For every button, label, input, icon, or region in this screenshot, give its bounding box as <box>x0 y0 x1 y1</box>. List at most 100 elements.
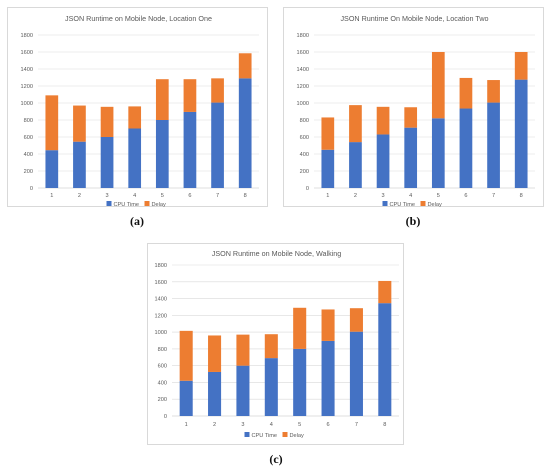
chart-3-y-tick-label: 1000 <box>155 330 167 336</box>
chart-1-x-tick-label: 4 <box>133 193 136 199</box>
chart-1-bar-cpu-time <box>128 128 142 188</box>
chart-2-x-tick-label: 8 <box>520 193 523 199</box>
chart-3-y-tick-label: 1800 <box>155 263 167 269</box>
chart-1-x-tick-label: 3 <box>106 193 109 199</box>
chart-2-x-tick-label: 5 <box>437 193 440 199</box>
chart-2-bar-delay <box>376 106 390 135</box>
chart-2-bar-cpu-time <box>376 134 390 188</box>
caption-c: (c) <box>269 452 283 466</box>
chart-3-bar-delay <box>349 308 363 332</box>
caption-a: (a) <box>130 214 144 228</box>
chart-1-bar-delay <box>211 78 224 103</box>
chart-1-y-tick-label: 400 <box>24 152 33 158</box>
chart-3-bar-delay <box>378 280 392 304</box>
chart-2-bar-cpu-time <box>431 118 445 188</box>
chart-1-y-tick-label: 1600 <box>21 50 33 56</box>
chart-2-y-tick-label: 1000 <box>297 101 309 107</box>
chart-2-bar-cpu-time <box>321 149 335 188</box>
chart-1-bar-delay <box>73 105 86 142</box>
chart-2-x-tick-label: 3 <box>382 193 385 199</box>
chart-3-x-tick-label: 2 <box>213 422 216 428</box>
chart-2-bar-cpu-time <box>514 79 528 188</box>
chart-2-y-tick-label: 1400 <box>297 67 309 73</box>
chart-3-x-tick-label: 1 <box>185 422 188 428</box>
chart-1-x-tick-label: 8 <box>244 193 247 199</box>
chart-1-x-tick-label: 1 <box>50 193 53 199</box>
chart-2-y-tick-label: 0 <box>306 186 309 192</box>
chart-1-y-tick-label: 600 <box>24 135 33 141</box>
chart-3-x-tick-label: 3 <box>241 422 244 428</box>
chart-2-bar-delay <box>321 117 335 150</box>
chart-2-bar-cpu-time <box>459 108 473 188</box>
chart-3-y-tick-label: 400 <box>158 380 167 386</box>
chart-1-y-tick-label: 1000 <box>21 101 33 107</box>
chart-2-bar-cpu-time <box>404 127 418 188</box>
chart-1-y-tick-label: 800 <box>24 118 33 124</box>
chart-1-bar-cpu-time <box>183 111 197 188</box>
chart-3-y-tick-label: 0 <box>164 414 167 420</box>
chart-1-bar-delay <box>155 79 169 120</box>
chart-walking-svg: JSON Runtime on Mobile Node, Walking 0 200… <box>155 249 399 439</box>
chart-2-x-tick-label: 6 <box>464 193 467 199</box>
chart-location-two: JSON Runtime On Mobile Node, Location Tw… <box>283 7 544 208</box>
chart-1-x-tick-label: 5 <box>161 193 164 199</box>
chart-1-x-tick-label: 6 <box>188 193 191 199</box>
chart-3-title: JSON Runtime on Mobile Node, Walking <box>212 249 342 258</box>
chart-2-legend-swatch-cpu-time <box>382 201 388 206</box>
chart-1-bar-delay <box>100 106 114 137</box>
chart-3-y-tick-label: 1600 <box>155 280 167 286</box>
chart-2-y-tick-label: 1200 <box>297 84 309 90</box>
chart-3-legend-label-cpu-time: CPU Time <box>252 433 278 439</box>
chart-3-bar-cpu-time <box>293 348 307 416</box>
chart-1-y-tick-label: 0 <box>30 186 33 192</box>
chart-3-bar-cpu-time <box>378 303 392 416</box>
chart-3-bar-cpu-time <box>236 365 250 416</box>
chart-2-y-tick-label: 400 <box>300 152 309 158</box>
chart-2-x-tick-label: 1 <box>326 193 329 199</box>
chart-3-legend-label-delay: Delay <box>290 433 305 439</box>
chart-1-bar-cpu-time <box>238 78 252 188</box>
chart-2-y-tick-label: 600 <box>300 135 309 141</box>
chart-3-y-tick-label: 1400 <box>155 297 167 303</box>
chart-3-bar-delay <box>236 334 250 366</box>
chart-3-x-tick-label: 5 <box>298 422 301 428</box>
chart-3-y-tick-label: 600 <box>158 364 167 370</box>
chart-3-bar-cpu-time <box>264 358 278 416</box>
chart-3-bar-cpu-time <box>349 331 363 416</box>
chart-3-y-tick-label: 1200 <box>155 313 167 319</box>
chart-3-x-tick-label: 7 <box>355 422 358 428</box>
chart-2-legend-label-cpu-time: CPU Time <box>390 202 416 208</box>
chart-1-bar-cpu-time <box>155 120 169 188</box>
chart-2-y-tick-label: 200 <box>300 169 309 175</box>
chart-2-title: JSON Runtime On Mobile Node, Location Tw… <box>340 14 488 23</box>
chart-1-bar-delay <box>128 106 142 129</box>
chart-location-one: JSON Runtime on Mobile Node, Location On… <box>7 7 268 208</box>
chart-3-legend-swatch-delay <box>282 432 288 437</box>
chart-3-x-tick-label: 8 <box>383 422 386 428</box>
chart-1-legend-swatch-cpu-time <box>106 201 112 206</box>
chart-2-bar-delay <box>431 52 445 119</box>
chart-3-bar-delay <box>293 307 307 349</box>
chart-1-bar-cpu-time <box>73 141 86 188</box>
chart-2-legend-label-delay: Delay <box>428 202 443 208</box>
chart-3-bar-cpu-time <box>321 340 335 416</box>
chart-3-bar-delay <box>321 309 335 341</box>
chart-1-x-tick-label: 7 <box>216 193 219 199</box>
chart-1-y-tick-label: 1400 <box>21 67 33 73</box>
chart-2-x-tick-label: 2 <box>354 193 357 199</box>
chart-1-y-tick-label: 1800 <box>21 33 33 39</box>
chart-3-bar-cpu-time <box>179 380 193 416</box>
chart-2-bar-delay <box>349 105 362 143</box>
chart-1-bar-delay <box>238 53 252 79</box>
chart-walking: JSON Runtime on Mobile Node, Walking 0 200… <box>147 243 404 445</box>
chart-location-one-svg: JSON Runtime on Mobile Node, Location On… <box>21 14 259 208</box>
chart-2-y-tick-label: 1600 <box>297 50 309 56</box>
chart-2-bar-delay <box>487 80 500 103</box>
chart-2-y-tick-label: 800 <box>300 118 309 124</box>
chart-1-bar-delay <box>183 79 197 112</box>
chart-location-two-svg: JSON Runtime On Mobile Node, Location Tw… <box>297 14 535 208</box>
chart-2-x-tick-label: 4 <box>409 193 412 199</box>
chart-1-legend-label-delay: Delay <box>152 202 167 208</box>
chart-3-bar-delay <box>208 335 222 372</box>
